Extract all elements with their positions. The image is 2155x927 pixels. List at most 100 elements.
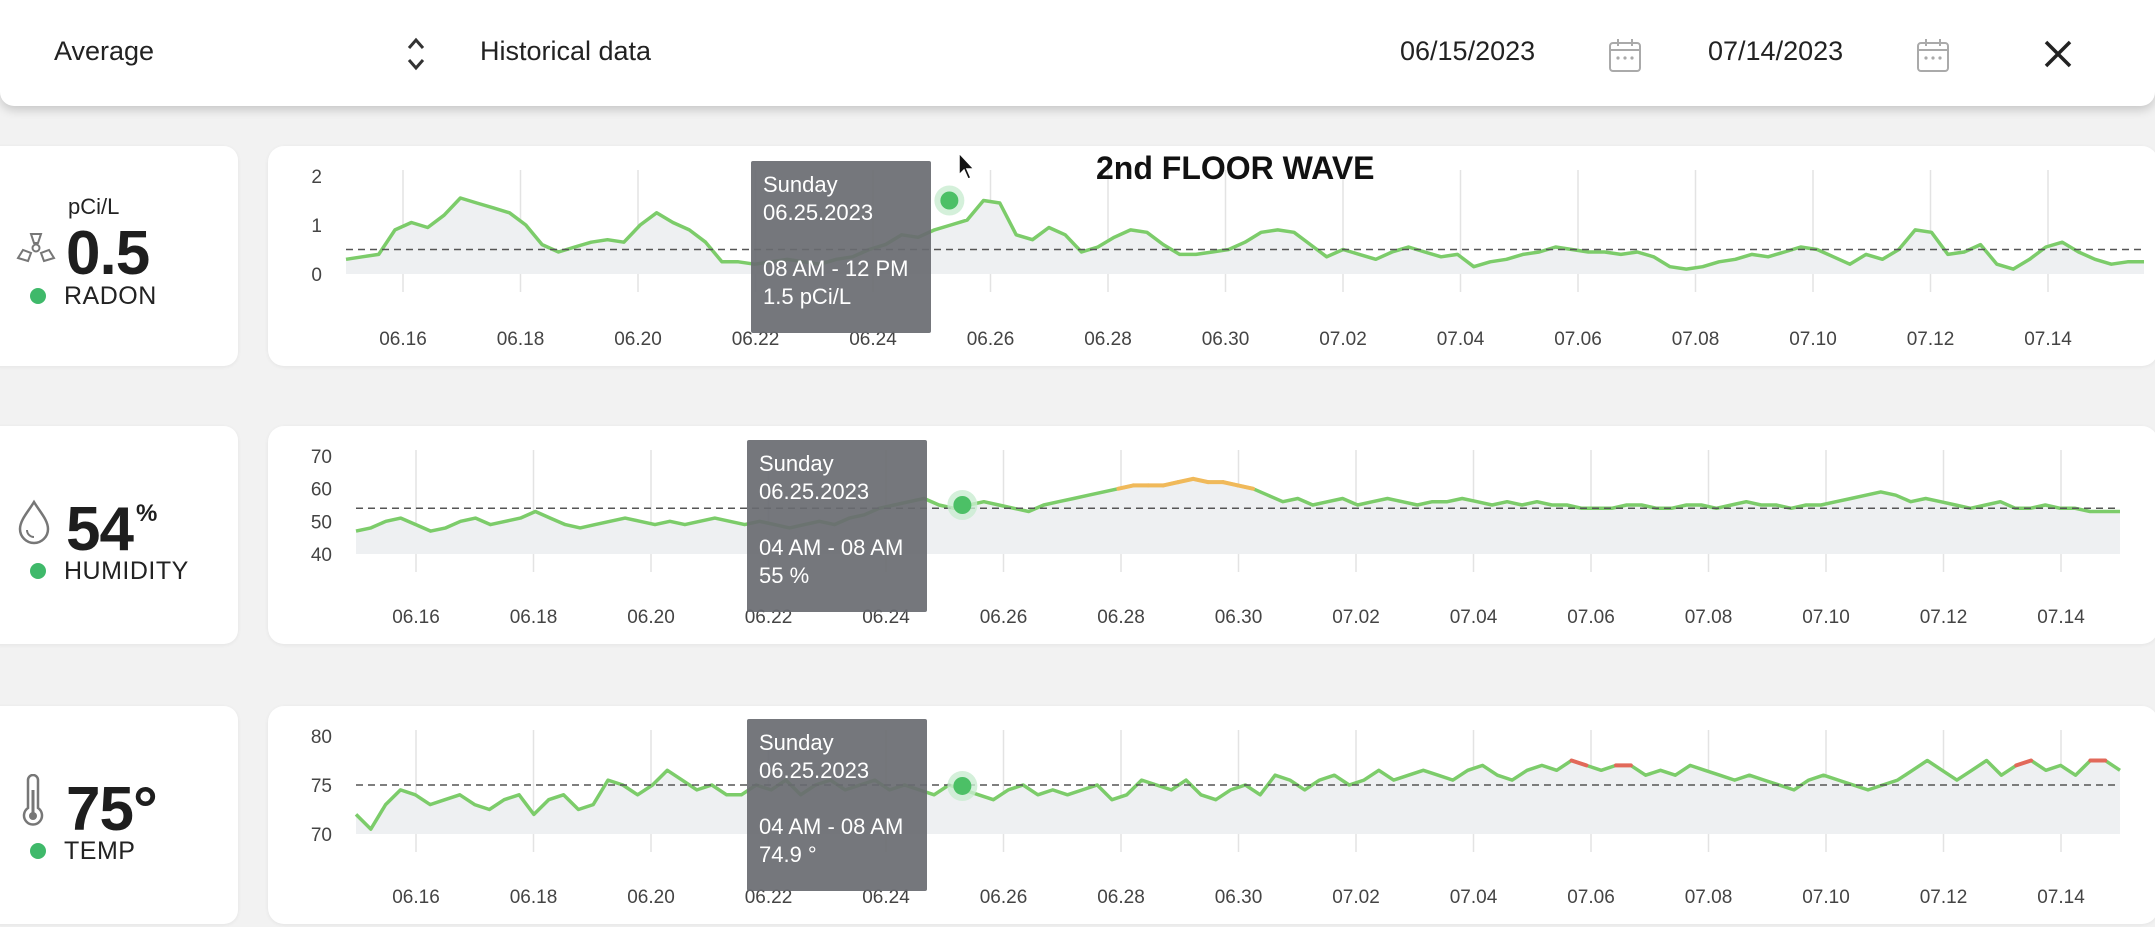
warning-segment: [1161, 480, 1181, 488]
area-fill: [356, 478, 2120, 554]
tooltip-date: 06.25.2023: [759, 479, 870, 504]
x-tick-label: 06.26: [980, 887, 1028, 908]
x-tick-label: 07.06: [1554, 329, 1602, 350]
tooltip-date: 06.25.2023: [759, 758, 870, 783]
temp-chart-card: 06.16 06.18 06.20 06.22 06.24 06.26 06.28 06.30…: [268, 706, 2155, 924]
radon-chart-card: 06.16 06.18 06.20 06.22 06.24 06.26 06.28 06.30…: [268, 146, 2155, 366]
x-tick-label: 07.08: [1685, 607, 1733, 628]
x-tick-label: 07.12: [1920, 607, 1968, 628]
humidity-unit: %: [136, 500, 158, 527]
x-tick-label: 07.08: [1685, 887, 1733, 908]
x-tick-label: 06.30: [1202, 329, 1250, 350]
warning-segment: [1191, 476, 1211, 485]
x-tick-label: 06.28: [1097, 887, 1145, 908]
end-date-field[interactable]: 07/14/2023: [1708, 36, 1844, 66]
y-tick-label: 1: [311, 216, 322, 237]
x-tick-label: 06.26: [980, 607, 1028, 628]
radon-chart[interactable]: 06.16 06.18 06.20 06.22 06.24 06.26 06.28 06.30…: [268, 146, 2155, 366]
radon-status-dot: [30, 288, 46, 304]
area-fill: [346, 198, 2144, 274]
x-tick-label: 06.24: [849, 329, 897, 350]
tooltip-day: Sunday: [759, 451, 834, 476]
temp-tooltip: Sunday 06.25.2023 04 AM - 08 AM 74.9 °: [747, 719, 927, 891]
tooltip-reading: 1.5 pCi/L: [763, 284, 852, 309]
x-tick-label: 06.22: [732, 329, 780, 350]
device-title: 2nd FLOOR WAVE: [1096, 150, 1375, 186]
x-tick-label: 07.02: [1332, 607, 1380, 628]
tooltip-reading: 55 %: [759, 563, 810, 588]
x-tick-label: 06.20: [627, 887, 675, 908]
view-label: Historical data: [480, 36, 652, 66]
x-tick-label: 07.14: [2037, 887, 2085, 908]
humidity-chart-card: 06.16 06.18 06.20 06.22 06.24 06.26 06.28 06.30…: [268, 426, 2155, 644]
end-calendar-icon[interactable]: [1916, 38, 1950, 74]
x-tick-label: 06.18: [510, 607, 558, 628]
temp-chart[interactable]: 06.16 06.18 06.20 06.22 06.24 06.26 06.28 06.30…: [268, 706, 2155, 924]
x-tick-label: 07.04: [1450, 887, 1498, 908]
start-date-field[interactable]: 06/15/2023: [1400, 36, 1536, 66]
radon-label: RADON: [64, 282, 157, 310]
humidity-label: HUMIDITY: [64, 557, 189, 585]
tooltip-time-range: 04 AM - 08 AM: [759, 814, 904, 839]
x-tick-label: 07.14: [2024, 329, 2072, 350]
x-tick-label: 06.18: [510, 887, 558, 908]
x-tick-label: 07.06: [1567, 607, 1615, 628]
humidity-value: 54: [66, 495, 134, 564]
x-tick-label: 07.12: [1920, 887, 1968, 908]
warning-segment: [1221, 480, 1240, 488]
start-calendar-icon[interactable]: [1608, 38, 1642, 74]
highlight-point: [940, 191, 959, 210]
tooltip-day: Sunday: [763, 172, 838, 197]
temp-card: [0, 706, 238, 924]
radon-value: 0.5: [66, 219, 150, 288]
tooltip-day: Sunday: [759, 730, 834, 755]
y-tick-label: 50: [311, 512, 332, 533]
warning-segment: [2014, 758, 2034, 768]
series-line: [354, 758, 2121, 831]
x-tick-label: 07.14: [2037, 607, 2085, 628]
y-tick-label: 80: [311, 727, 332, 748]
x-tick-label: 07.10: [1802, 887, 1850, 908]
close-icon[interactable]: [2040, 36, 2076, 72]
highlight-point: [953, 496, 972, 514]
x-tick-label: 06.22: [745, 887, 793, 908]
radon-unit: pCi/L: [68, 194, 120, 219]
aggregation-select[interactable]: Average: [54, 36, 155, 66]
y-tick-label: 75: [311, 776, 332, 797]
x-tick-label: 07.12: [1907, 329, 1955, 350]
x-tick-label: 06.28: [1097, 607, 1145, 628]
temp-value: 75°: [66, 775, 158, 844]
x-tick-label: 06.30: [1215, 607, 1263, 628]
top-toolbar: Average Historical data 06/15/2023 07/14…: [0, 0, 2155, 106]
x-tick-label: 07.08: [1672, 329, 1720, 350]
x-tick-label: 07.10: [1802, 607, 1850, 628]
x-tick-label: 07.06: [1567, 887, 1615, 908]
warning-segment: [1569, 758, 1589, 768]
y-tick-label: 0: [311, 265, 322, 286]
warning-segment: [1176, 476, 1196, 485]
x-tick-label: 06.20: [627, 607, 675, 628]
x-tick-label: 07.10: [1789, 329, 1837, 350]
temp-status-dot: [30, 843, 46, 859]
radiation-icon: [16, 233, 56, 263]
warning-segment: [1236, 483, 1255, 491]
x-tick-label: 06.24: [862, 607, 910, 628]
x-tick-label: 06.26: [967, 329, 1015, 350]
x-tick-label: 07.04: [1450, 607, 1498, 628]
warning-segment: [1116, 483, 1136, 491]
humidity-chart[interactable]: 06.16 06.18 06.20 06.22 06.24 06.26 06.28 06.30…: [268, 426, 2155, 644]
y-tick-label: 70: [311, 825, 332, 846]
x-tick-label: 06.18: [497, 329, 545, 350]
y-tick-label: 60: [311, 480, 332, 501]
sort-updown-icon[interactable]: [404, 34, 428, 74]
x-tick-label: 06.28: [1084, 329, 1132, 350]
droplet-icon: [18, 499, 50, 545]
x-tick-label: 06.24: [862, 887, 910, 908]
x-tick-label: 06.20: [614, 329, 662, 350]
x-tick-label: 07.02: [1319, 329, 1367, 350]
x-tick-label: 06.16: [392, 607, 440, 628]
humidity-tooltip: Sunday 06.25.2023 04 AM - 08 AM 55 %: [747, 440, 927, 612]
tooltip-time-range: 08 AM - 12 PM: [763, 256, 909, 281]
thermometer-icon: [22, 774, 44, 826]
mouse-cursor-icon: [958, 151, 976, 180]
